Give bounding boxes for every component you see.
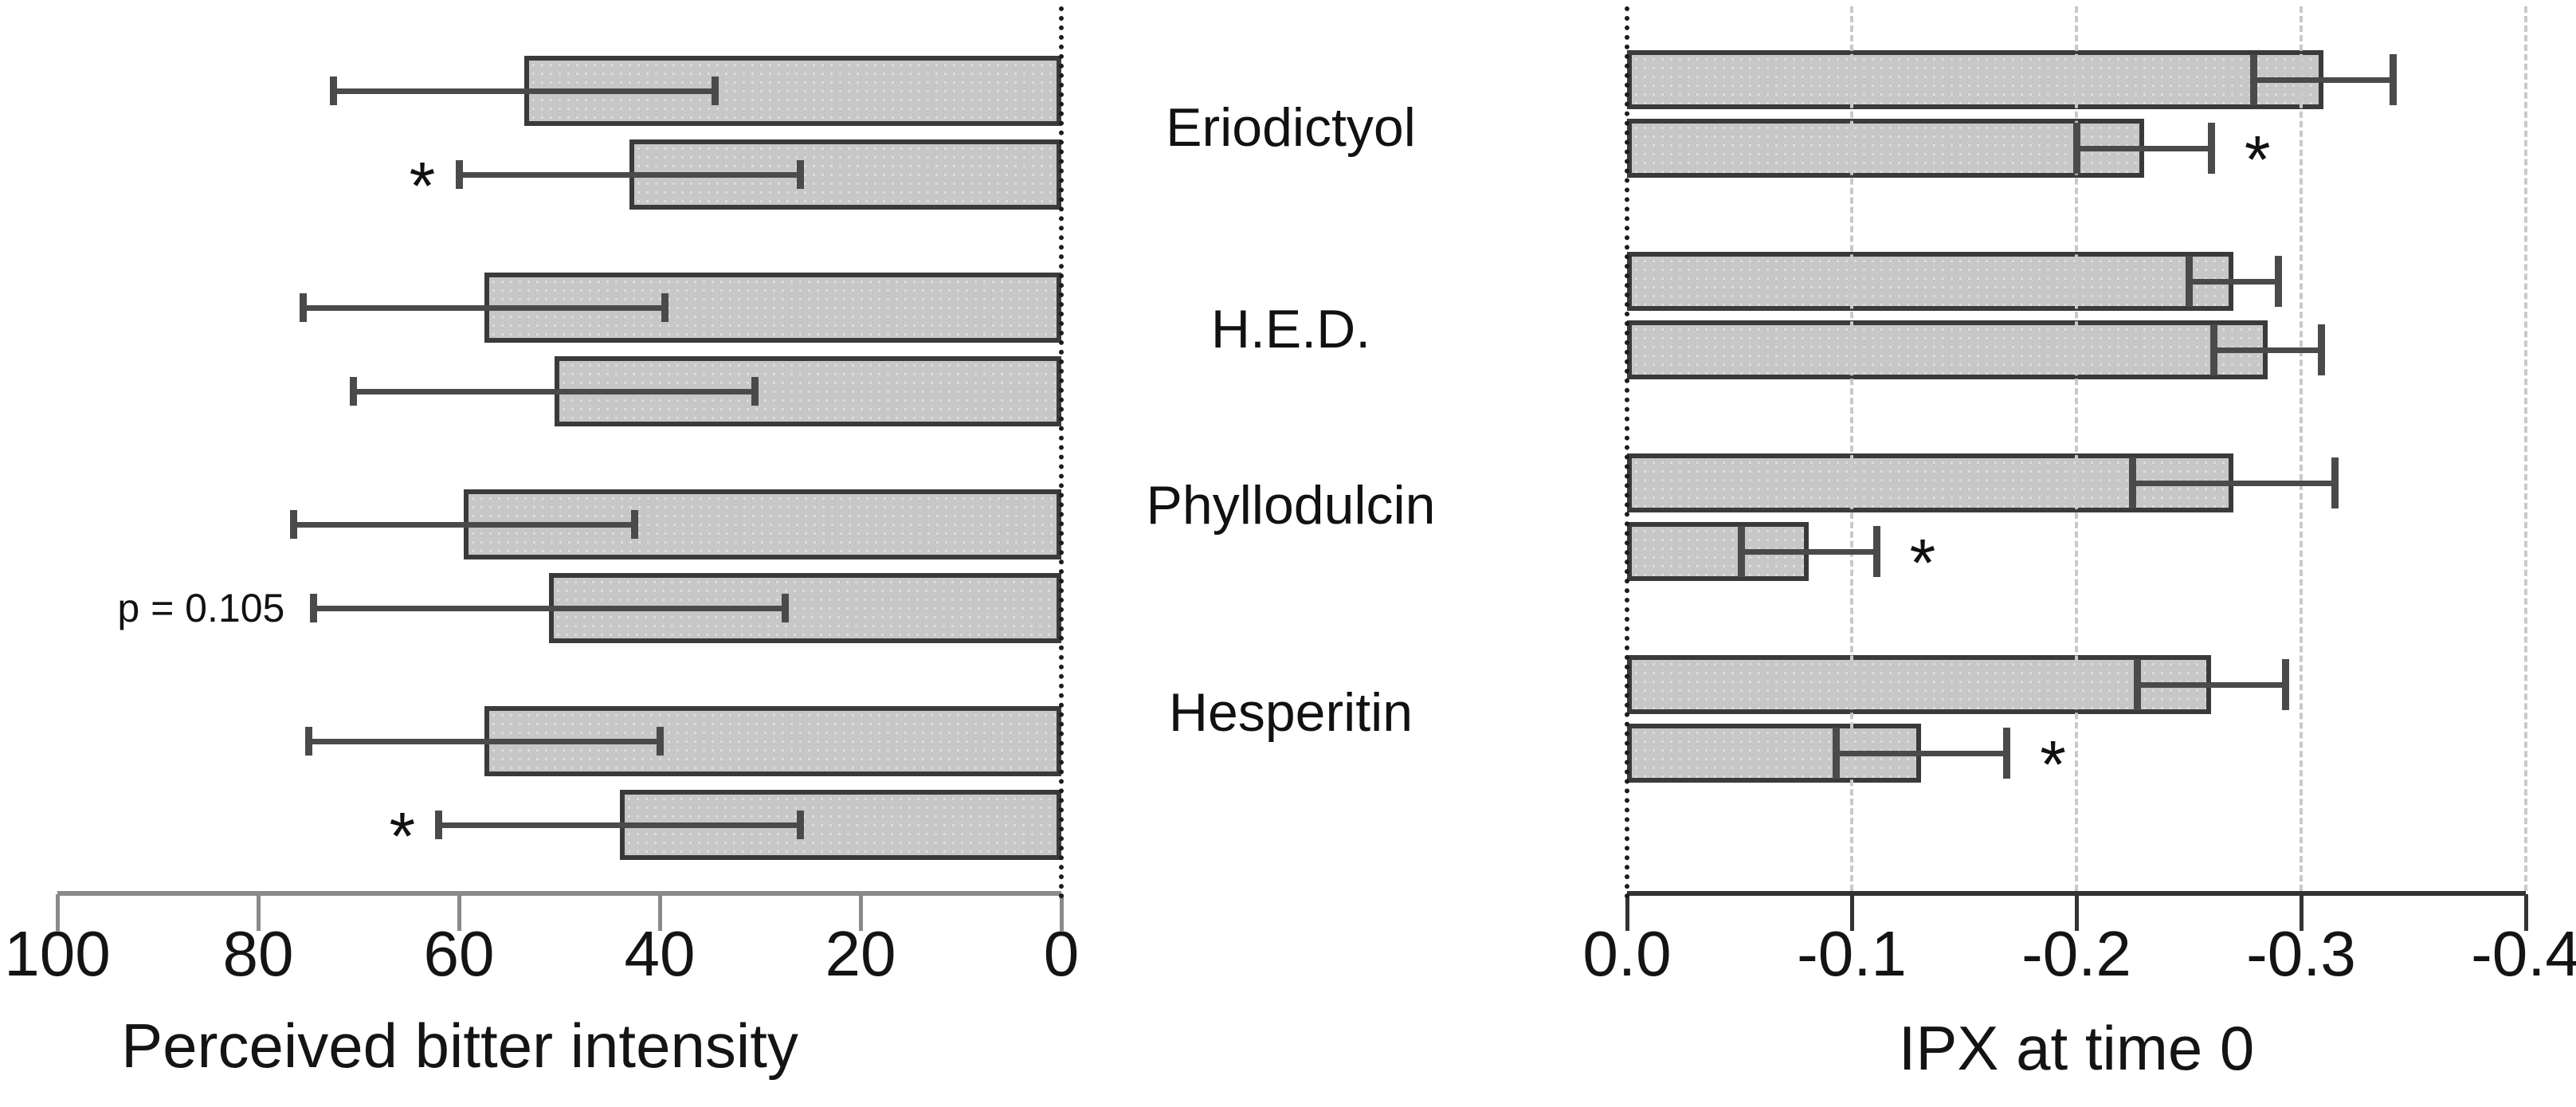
p-value-label: p = 0.105 xyxy=(117,586,285,630)
gridline xyxy=(2075,6,2078,891)
significance-asterisk: * xyxy=(2244,122,2271,197)
left-x-axis-title: Perceived bitter intensity xyxy=(121,1011,798,1081)
error-bar xyxy=(2137,681,2286,688)
category-label: Hesperitin xyxy=(1168,682,1413,743)
axis-tick-label: 0 xyxy=(1043,918,1080,989)
gridline xyxy=(2300,6,2303,891)
error-bar-cap xyxy=(1738,526,1746,577)
bar xyxy=(1627,655,2212,714)
axis-tick xyxy=(56,894,60,931)
error-bar xyxy=(459,171,801,178)
axis-tick-label: 80 xyxy=(222,918,294,989)
axis-tick-label: 40 xyxy=(624,918,696,989)
error-bar xyxy=(303,304,665,311)
x-axis-line xyxy=(1627,891,2526,896)
error-bar-cap xyxy=(300,293,308,322)
axis-tick-label: -0.3 xyxy=(2246,918,2356,989)
error-bar xyxy=(313,605,786,611)
error-bar-cap xyxy=(2133,659,2141,710)
axis-tick xyxy=(2075,894,2079,931)
error-bar-cap xyxy=(309,594,317,622)
axis-tick-label: -0.1 xyxy=(1797,918,1907,989)
error-bar xyxy=(438,822,801,828)
axis-tick xyxy=(1625,894,1629,931)
significance-asterisk: * xyxy=(389,799,416,873)
error-bar-cap xyxy=(711,77,719,105)
error-bar-cap xyxy=(2185,256,2193,307)
gridline xyxy=(2524,6,2527,891)
bar xyxy=(1627,320,2268,379)
axis-tick-label: 20 xyxy=(825,918,896,989)
error-bar-cap xyxy=(656,727,664,756)
axis-tick xyxy=(257,894,261,931)
error-bar-cap xyxy=(1832,728,1840,779)
zero-baseline xyxy=(1625,6,1629,899)
category-label: H.E.D. xyxy=(1210,299,1371,359)
category-label: Eriodictyol xyxy=(1166,97,1416,158)
axis-tick xyxy=(1850,894,1854,931)
error-bar-cap xyxy=(796,811,804,839)
error-bar-cap xyxy=(2331,457,2339,508)
error-bar xyxy=(2253,77,2394,83)
axis-tick xyxy=(1060,894,1064,931)
error-bar-cap xyxy=(289,510,297,539)
error-bar-cap xyxy=(2317,324,2325,375)
error-bar xyxy=(1836,750,2007,756)
error-bar-cap xyxy=(661,293,669,322)
error-bar-cap xyxy=(304,727,312,756)
significance-asterisk: * xyxy=(1909,525,1936,600)
error-bar-cap xyxy=(2390,54,2398,105)
axis-tick-label: 0.0 xyxy=(1582,918,1672,989)
category-label: Phyllodulcin xyxy=(1146,475,1436,536)
axis-tick xyxy=(859,894,863,931)
significance-asterisk: * xyxy=(2040,727,2066,802)
error-bar xyxy=(2213,347,2322,353)
axis-tick-label: 100 xyxy=(4,918,111,989)
error-bar xyxy=(1741,548,1876,555)
error-bar-cap xyxy=(1872,526,1880,577)
bar xyxy=(619,790,1061,860)
error-bar-cap xyxy=(2207,123,2215,174)
error-bar-cap xyxy=(782,594,789,622)
bar xyxy=(1627,50,2324,109)
error-bar-cap xyxy=(350,377,358,406)
error-bar-cap xyxy=(2275,256,2283,307)
error-bar-cap xyxy=(2250,54,2258,105)
error-bar xyxy=(333,88,716,94)
axis-tick xyxy=(658,894,662,931)
error-bar xyxy=(308,738,660,744)
error-bar xyxy=(293,521,635,528)
axis-tick-label: -0.4 xyxy=(2471,918,2576,989)
x-axis-line xyxy=(57,891,1061,896)
gridline xyxy=(1850,6,1853,891)
error-bar xyxy=(353,388,755,395)
error-bar-cap xyxy=(455,160,463,189)
significance-asterisk: * xyxy=(409,148,436,223)
bar xyxy=(1627,252,2234,311)
error-bar xyxy=(2076,145,2212,151)
axis-tick xyxy=(2300,894,2304,931)
zero-baseline xyxy=(1059,6,1064,899)
error-bar-cap xyxy=(2003,728,2011,779)
error-bar-cap xyxy=(2281,659,2289,710)
error-bar-cap xyxy=(435,811,443,839)
error-bar-cap xyxy=(631,510,638,539)
axis-tick-label: -0.2 xyxy=(2021,918,2131,989)
bar xyxy=(1627,119,2144,178)
axis-tick-label: 60 xyxy=(423,918,495,989)
axis-tick xyxy=(457,894,461,931)
right-x-axis-title: IPX at time 0 xyxy=(1898,1013,2255,1083)
error-bar-cap xyxy=(2072,123,2080,174)
error-bar-cap xyxy=(2209,324,2217,375)
error-bar-cap xyxy=(796,160,804,189)
axis-tick xyxy=(2524,894,2528,931)
error-bar-cap xyxy=(2129,457,2136,508)
error-bar-cap xyxy=(751,377,759,406)
error-bar xyxy=(2189,278,2279,285)
error-bar xyxy=(2132,480,2335,486)
error-bar-cap xyxy=(330,77,337,105)
